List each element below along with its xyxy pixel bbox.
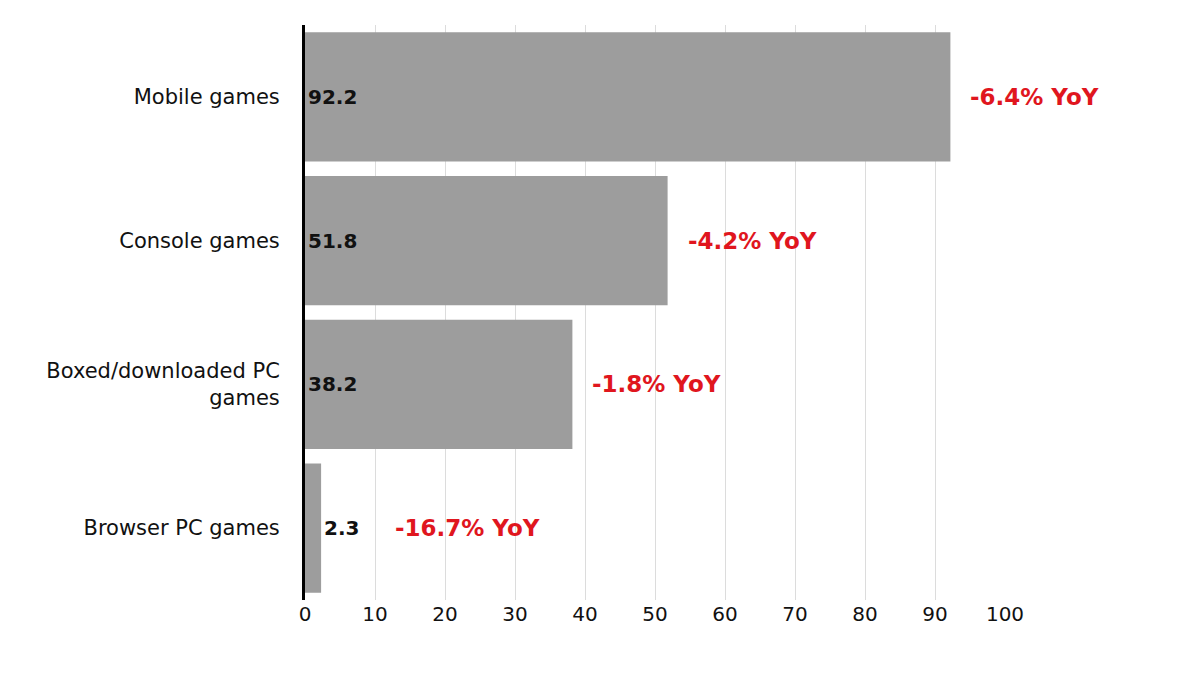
svg-text:50: 50 (642, 602, 667, 626)
svg-text:100: 100 (986, 602, 1024, 626)
svg-text:-6.4% YoY: -6.4% YoY (970, 84, 1099, 110)
svg-text:80: 80 (852, 602, 877, 626)
svg-text:10: 10 (362, 602, 387, 626)
svg-text:51.8: 51.8 (308, 229, 357, 253)
svg-text:-4.2% YoY: -4.2% YoY (688, 228, 817, 254)
svg-text:92.2: 92.2 (308, 85, 357, 109)
svg-text:40: 40 (572, 602, 597, 626)
svg-text:20: 20 (432, 602, 457, 626)
svg-text:-1.8% YoY: -1.8% YoY (592, 371, 721, 397)
svg-text:Boxed/downloaded PCgames: Boxed/downloaded PCgames (46, 359, 280, 410)
svg-text:-16.7% YoY: -16.7% YoY (395, 515, 540, 541)
svg-text:Mobile games: Mobile games (134, 85, 280, 109)
svg-text:90: 90 (922, 602, 947, 626)
svg-text:Console games: Console games (119, 229, 280, 253)
svg-text:38.2: 38.2 (308, 372, 357, 396)
svg-text:30: 30 (502, 602, 527, 626)
svg-text:2.3: 2.3 (324, 516, 359, 540)
svg-text:70: 70 (782, 602, 807, 626)
svg-text:60: 60 (712, 602, 737, 626)
svg-text:Browser PC games: Browser PC games (84, 516, 280, 540)
svg-text:0: 0 (299, 602, 312, 626)
